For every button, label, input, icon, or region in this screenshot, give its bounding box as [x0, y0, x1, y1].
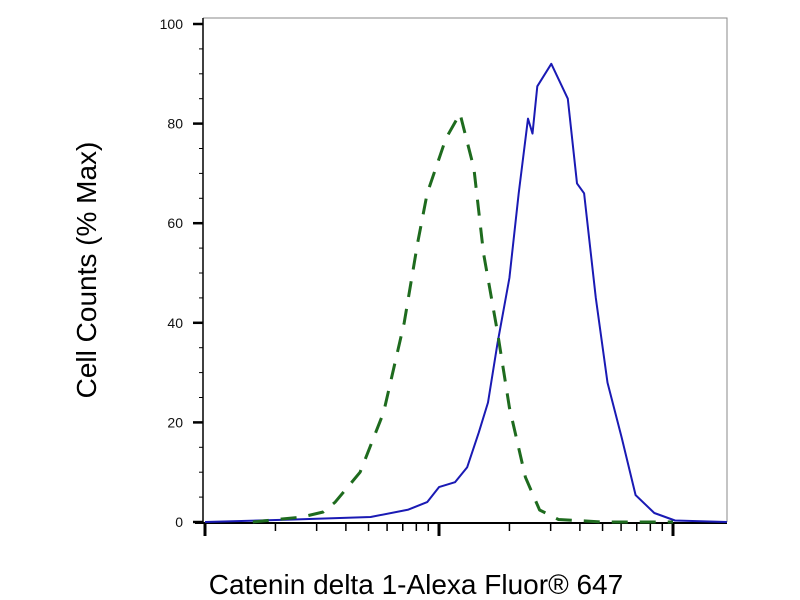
y-axis-title: Cell Counts (% Max)	[71, 142, 102, 399]
sample-histogram-line	[204, 62, 727, 523]
plot-frame	[203, 17, 728, 522]
y-tick-label: 40	[167, 315, 183, 331]
control-histogram-line	[252, 112, 673, 524]
y-tick-label: 0	[175, 514, 183, 530]
x-axis-title: Catenin delta 1-Alexa Fluor® 647	[209, 569, 623, 600]
y-tick-label: 100	[160, 16, 184, 32]
plot-border	[203, 17, 728, 522]
x-axis	[195, 522, 727, 536]
series-group	[204, 62, 727, 524]
y-tick-label: 20	[167, 414, 183, 430]
y-tick-label: 60	[167, 215, 183, 231]
y-tick-label: 80	[167, 116, 183, 132]
y-axis: 0 20 40 60 80 100	[160, 16, 204, 530]
